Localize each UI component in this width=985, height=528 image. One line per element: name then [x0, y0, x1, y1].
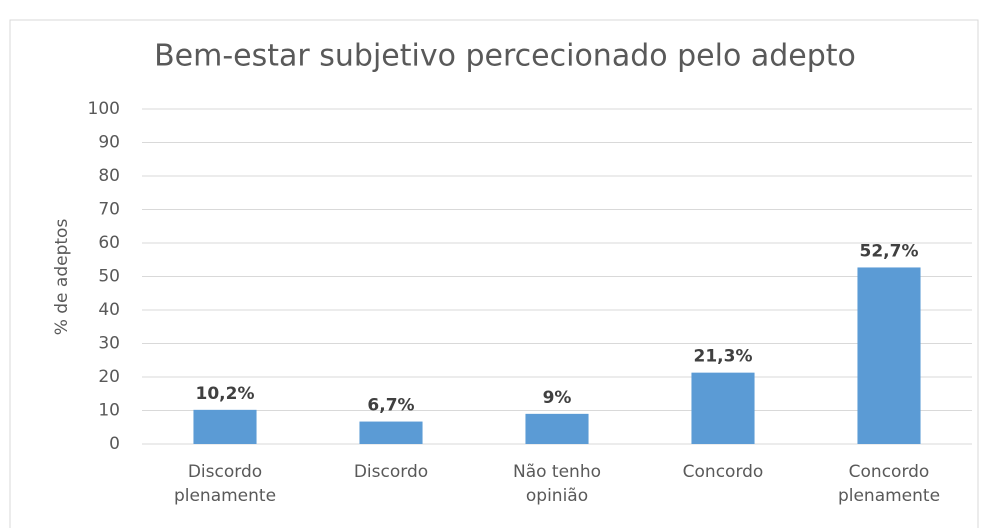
y-axis-title: % de adeptos	[52, 219, 72, 336]
y-tick-label: 80	[98, 166, 120, 186]
bar	[359, 421, 423, 444]
y-tick-label: 40	[98, 300, 120, 320]
y-tick-label: 90	[98, 133, 120, 153]
y-tick-label: 60	[98, 233, 120, 253]
x-tick-label: Discordo	[353, 462, 429, 482]
y-tick-label: 100	[88, 99, 120, 119]
x-tick-label: Não tenho opinião	[512, 462, 601, 506]
chart-border	[9, 19, 979, 528]
chart-title: Bem-estar subjetivo percecionado pelo ad…	[154, 39, 856, 74]
x-tick-label: Concordo	[682, 462, 764, 482]
y-tick-label: 50	[98, 267, 120, 287]
y-tick-label: 10	[98, 401, 120, 421]
y-tick-label: 0	[109, 434, 120, 454]
x-tick-label: Discordo plenamente	[173, 462, 277, 506]
bar	[857, 267, 921, 444]
y-tick-label: 30	[98, 334, 120, 354]
data-label: 52,7%	[860, 241, 919, 261]
data-label: 10,2%	[196, 384, 255, 404]
bar	[691, 372, 755, 444]
data-label: 9%	[543, 388, 572, 408]
x-tick-label: Concordo plenamente	[837, 462, 941, 506]
bar	[525, 413, 589, 444]
bar	[193, 409, 257, 444]
data-label: 6,7%	[367, 396, 414, 416]
y-tick-label: 20	[98, 367, 120, 387]
y-tick-label: 70	[98, 200, 120, 220]
data-label: 21,3%	[694, 347, 753, 367]
